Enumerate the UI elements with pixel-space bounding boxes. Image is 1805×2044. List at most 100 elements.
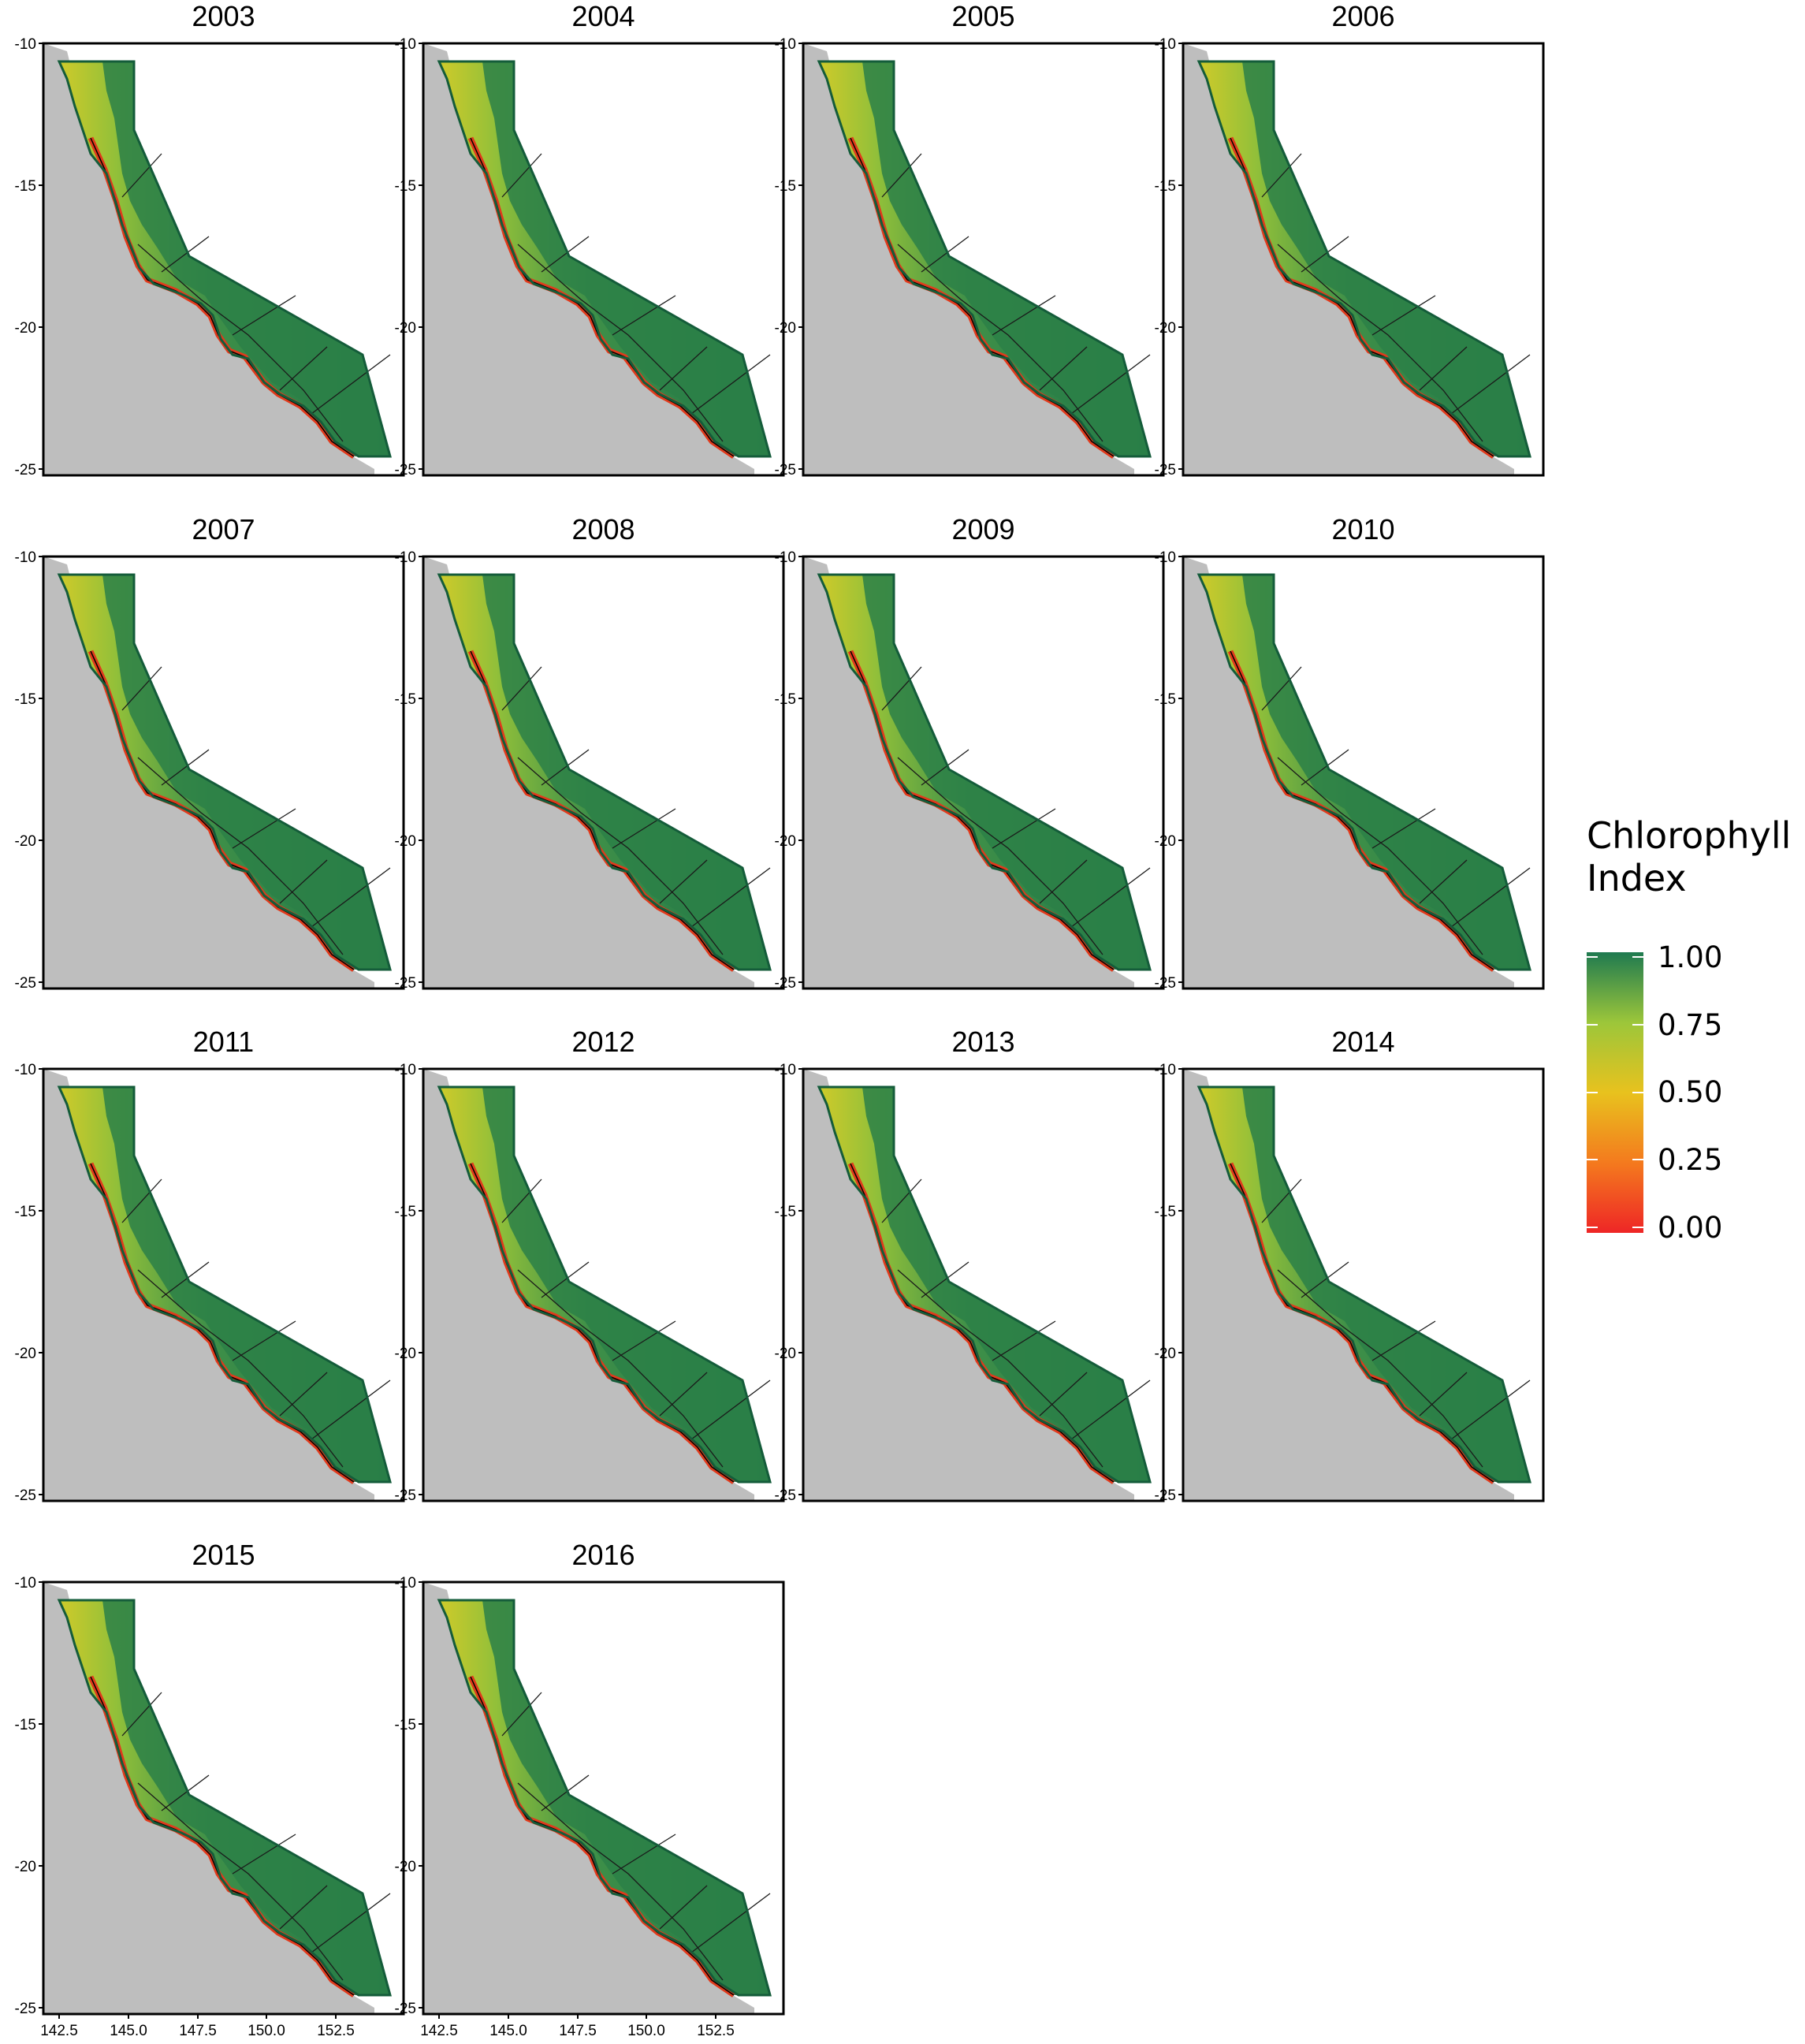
panel-year-title: 2012 <box>571 1026 635 1058</box>
legend-label-0-25: 0.25 <box>1658 1143 1722 1177</box>
panel-year-title: 2008 <box>571 513 635 545</box>
land-mass <box>1183 43 1514 475</box>
y-tick-label: -15 <box>1155 1204 1176 1220</box>
legend-label-0-00: 0.00 <box>1658 1211 1722 1245</box>
land-mass <box>43 43 374 475</box>
management-boundary <box>121 153 162 198</box>
region-outline <box>437 60 772 458</box>
y-tick-label: -25 <box>775 975 796 992</box>
management-boundary <box>690 1893 771 1953</box>
panel-year-title: 2005 <box>951 0 1014 32</box>
management-boundary <box>690 867 771 928</box>
management-boundary <box>501 666 542 711</box>
region-outline <box>437 1599 772 1997</box>
y-tick-label: -10 <box>395 549 416 566</box>
management-boundary <box>1039 346 1088 391</box>
legend-label-1-00: 1.00 <box>1658 940 1722 974</box>
management-boundary <box>659 346 708 391</box>
management-boundary <box>161 1774 210 1811</box>
panel-frame <box>802 1067 1165 1502</box>
management-boundary <box>1277 757 1483 955</box>
legend-title-line2: Index <box>1587 857 1687 899</box>
y-tick-label: -10 <box>1155 36 1176 53</box>
management-boundary <box>1371 808 1436 849</box>
panel-year-title: 2006 <box>1331 0 1394 32</box>
panel-frame <box>802 555 1165 990</box>
land-mass <box>803 43 1134 475</box>
y-tick-label: -15 <box>395 691 416 708</box>
land-mass <box>423 43 754 475</box>
management-boundary <box>137 1269 344 1468</box>
land-mass <box>423 1582 754 2014</box>
x-tick-label: 147.5 <box>179 2023 217 2039</box>
offshore-zone <box>102 1600 390 1995</box>
management-boundary <box>1450 354 1531 415</box>
y-tick-label: -25 <box>1155 462 1176 478</box>
management-boundary <box>517 1269 724 1468</box>
management-boundary <box>1277 244 1483 442</box>
y-tick-label: -10 <box>15 36 36 53</box>
offshore-zone <box>1242 575 1530 970</box>
x-tick-label: 152.5 <box>317 2023 355 2039</box>
y-tick-label: -20 <box>1155 833 1176 850</box>
management-boundary <box>137 1782 344 1981</box>
offshore-zone <box>482 61 770 456</box>
y-tick-label: -15 <box>15 1717 36 1733</box>
y-tick-label: -20 <box>395 320 416 337</box>
y-tick-label: -25 <box>395 2001 416 2017</box>
region-outline <box>57 1085 392 1484</box>
y-tick-label: -25 <box>395 462 416 478</box>
management-boundary <box>1039 1372 1088 1417</box>
management-boundary <box>161 749 210 786</box>
offshore-zone <box>102 1087 390 1482</box>
x-tick-label: 142.5 <box>40 2023 78 2039</box>
x-tick-label: 142.5 <box>420 2023 458 2039</box>
panel-frame <box>802 42 1165 477</box>
management-boundary <box>1301 236 1349 273</box>
y-tick-label: -15 <box>775 691 796 708</box>
management-boundary <box>541 1774 590 1811</box>
region-outline <box>57 1599 392 1997</box>
map-panel: 2003 -10 -15 -20 -25 <box>15 0 405 478</box>
management-boundary <box>517 757 724 955</box>
map-panel: 2009 -10 -15 -20 -25 <box>775 513 1165 992</box>
management-boundary <box>1419 1372 1468 1417</box>
management-boundary <box>881 666 922 711</box>
panel-year-title: 2003 <box>192 0 255 32</box>
panel-frame <box>1182 42 1545 477</box>
land-mass <box>423 1069 754 1501</box>
map-panel: 2004 -10 -15 -20 -25 <box>395 0 785 478</box>
legend-title-line1: Chlorophyll <box>1587 814 1791 857</box>
management-boundary <box>612 295 676 336</box>
y-tick-label: -15 <box>775 1204 796 1220</box>
management-boundary <box>137 757 344 955</box>
y-tick-label: -20 <box>775 833 796 850</box>
region-outline <box>817 60 1152 458</box>
y-tick-label: -15 <box>1155 691 1176 708</box>
panel-year-title: 2015 <box>192 1539 255 1571</box>
panel-frame <box>422 1067 785 1502</box>
management-boundary <box>659 1372 708 1417</box>
management-boundary <box>1261 666 1302 711</box>
y-tick-label: -25 <box>395 1487 416 1504</box>
management-boundary <box>921 236 969 273</box>
management-boundary <box>161 1261 210 1298</box>
region-outline <box>1197 60 1531 458</box>
x-tick-label: 145.0 <box>489 2023 527 2039</box>
management-boundary <box>121 1178 162 1223</box>
offshore-zone <box>862 575 1150 970</box>
management-boundary <box>232 1834 296 1875</box>
management-boundary <box>232 808 296 849</box>
y-tick-label: -15 <box>15 1204 36 1220</box>
management-boundary <box>881 153 922 198</box>
map-panel: 2005 -10 -15 -20 -25 <box>775 0 1165 478</box>
y-tick-label: -10 <box>775 36 796 53</box>
y-tick-label: -25 <box>1155 975 1176 992</box>
region-outline <box>817 573 1152 971</box>
management-boundary <box>501 153 542 198</box>
x-tick-label: 150.0 <box>627 2023 665 2039</box>
management-boundary <box>517 1782 724 1981</box>
offshore-zone <box>102 575 390 970</box>
